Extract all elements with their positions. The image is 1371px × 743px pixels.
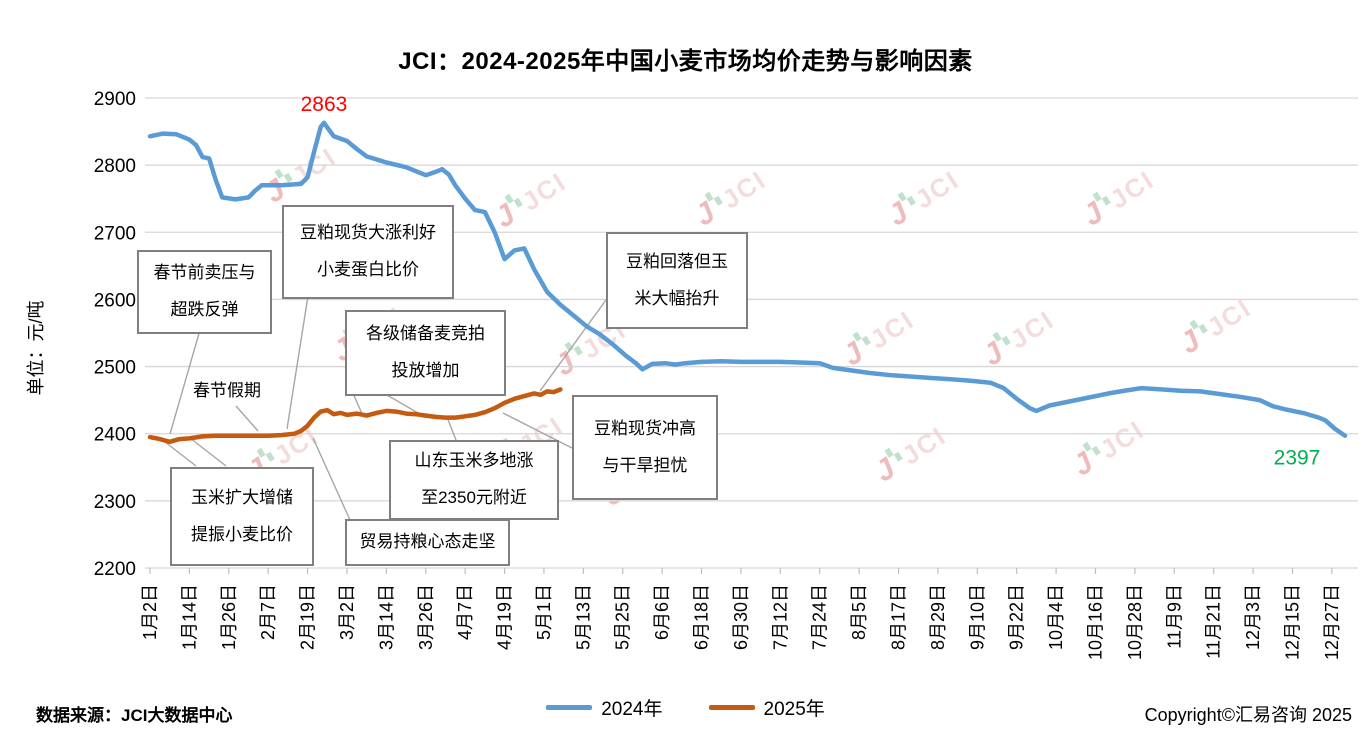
legend-swatch-2024 bbox=[546, 705, 593, 710]
annotation-traders-holding-grain: 贸易持粮心态走坚 bbox=[345, 519, 510, 566]
peak-label: 2863 bbox=[301, 93, 348, 116]
x-axis-tick-label: 7月12日 bbox=[770, 584, 790, 650]
x-axis-tick-label: 3月14日 bbox=[376, 584, 396, 650]
x-axis-tick-label: 8月5日 bbox=[849, 584, 869, 640]
y-axis-tick-label: 2800 bbox=[94, 156, 136, 177]
copyright-note: Copyright©汇易咨询 2025 bbox=[1144, 705, 1352, 725]
annotation-soymeal-fall-corn-rise: 豆粕回落但玉 米大幅抬升 bbox=[606, 232, 748, 329]
x-axis-tick-label: 4月7日 bbox=[455, 584, 475, 640]
x-axis-tick-label: 6月18日 bbox=[692, 584, 712, 650]
annotation-shandong-corn-price: 山东玉米多地涨 至2350元附近 bbox=[389, 440, 559, 520]
x-axis-tick-label: 11月9日 bbox=[1164, 584, 1184, 649]
x-axis-tick-label: 1月26日 bbox=[219, 584, 239, 650]
x-axis-tick-label: 1月2日 bbox=[140, 584, 160, 640]
legend-item-2024: 2024年 bbox=[546, 694, 663, 721]
x-axis-tick-label: 3月2日 bbox=[337, 584, 357, 640]
x-axis-tick-label: 2月19日 bbox=[298, 584, 318, 650]
end-label: 2397 bbox=[1274, 447, 1321, 470]
x-axis-tick-label: 5月13日 bbox=[573, 584, 593, 650]
callout-leader-line bbox=[286, 295, 309, 430]
x-axis-tick-label: 9月10日 bbox=[967, 584, 987, 650]
callout-leader-line bbox=[539, 299, 607, 392]
annotation-soymeal-spike-drought: 豆粕现货冲高 与干旱担忧 bbox=[572, 395, 718, 500]
annotation-spring-festival-holiday: 春节假期 bbox=[193, 380, 261, 400]
legend-swatch-2025 bbox=[708, 705, 755, 710]
legend-item-2025: 2025年 bbox=[708, 694, 825, 721]
y-axis-tick-label: 2300 bbox=[94, 492, 136, 513]
x-axis-tick-label: 9月22日 bbox=[1007, 584, 1027, 650]
data-source-note: 数据来源：JCI大数据中心 bbox=[36, 706, 233, 725]
y-axis-tick-label: 2500 bbox=[94, 358, 136, 379]
y-axis-tick-label: 2600 bbox=[94, 290, 136, 311]
y-axis-tick-label: 2700 bbox=[94, 223, 136, 244]
x-axis-tick-label: 10月28日 bbox=[1125, 584, 1145, 660]
x-axis-tick-label: 10月16日 bbox=[1085, 584, 1105, 660]
x-axis-tick-label: 8月29日 bbox=[928, 584, 948, 650]
callout-leader-line bbox=[446, 416, 457, 441]
x-axis-tick-label: 5月25日 bbox=[613, 584, 633, 650]
callout-leader-line bbox=[502, 412, 573, 449]
series-line-2024年 bbox=[147, 120, 1348, 438]
x-axis-tick-label: 4月19日 bbox=[495, 584, 515, 650]
legend-label-2025: 2025年 bbox=[763, 699, 825, 720]
y-axis-tick-label: 2900 bbox=[94, 89, 136, 110]
annotation-soymeal-surge: 豆粕现货大涨利好 小麦蛋白比价 bbox=[282, 205, 454, 299]
x-axis-tick-label: 12月3日 bbox=[1243, 584, 1263, 650]
y-axis-tick-label: 2400 bbox=[94, 425, 136, 446]
legend-label-2024: 2024年 bbox=[601, 699, 663, 720]
x-axis-tick-label: 8月17日 bbox=[889, 584, 909, 650]
x-axis-tick-label: 12月27日 bbox=[1322, 584, 1342, 660]
x-axis-tick-label: 6月6日 bbox=[652, 584, 672, 640]
series-line-2025年 bbox=[147, 387, 563, 445]
y-axis-tick-label: 2200 bbox=[94, 559, 136, 580]
chart-title: JCI：2024-2025年中国小麦市场均价走势与影响因素 bbox=[398, 48, 973, 75]
annotation-corn-storage-expansion: 玉米扩大增储 提振小麦比价 bbox=[170, 467, 314, 566]
x-axis-tick-label: 7月24日 bbox=[810, 584, 830, 650]
x-axis-tick-label: 3月26日 bbox=[416, 584, 436, 650]
x-axis-tick-label: 1月14日 bbox=[179, 584, 199, 650]
x-axis-tick-label: 10月4日 bbox=[1046, 584, 1066, 650]
x-axis-tick-label: 5月1日 bbox=[534, 584, 554, 640]
x-axis-tick-label: 6月30日 bbox=[731, 584, 751, 650]
callout-leader-line bbox=[189, 437, 227, 467]
legend: 2024年 2025年 bbox=[0, 694, 1371, 721]
annotation-pre-holiday-selloff: 春节前卖压与 超跌反弹 bbox=[137, 250, 272, 334]
x-axis-tick-label: 2月7日 bbox=[258, 584, 278, 640]
y-axis-title: 单位：元/吨 bbox=[26, 300, 46, 395]
callout-leader-line bbox=[235, 405, 259, 432]
callout-leader-line bbox=[312, 437, 351, 521]
callout-leader-line bbox=[169, 329, 201, 435]
x-axis-tick-label: 12月15日 bbox=[1282, 584, 1302, 660]
x-axis-tick-label: 11月21日 bbox=[1204, 584, 1224, 659]
annotation-reserve-wheat-auction: 各级储备麦竞拍 投放增加 bbox=[345, 310, 506, 396]
